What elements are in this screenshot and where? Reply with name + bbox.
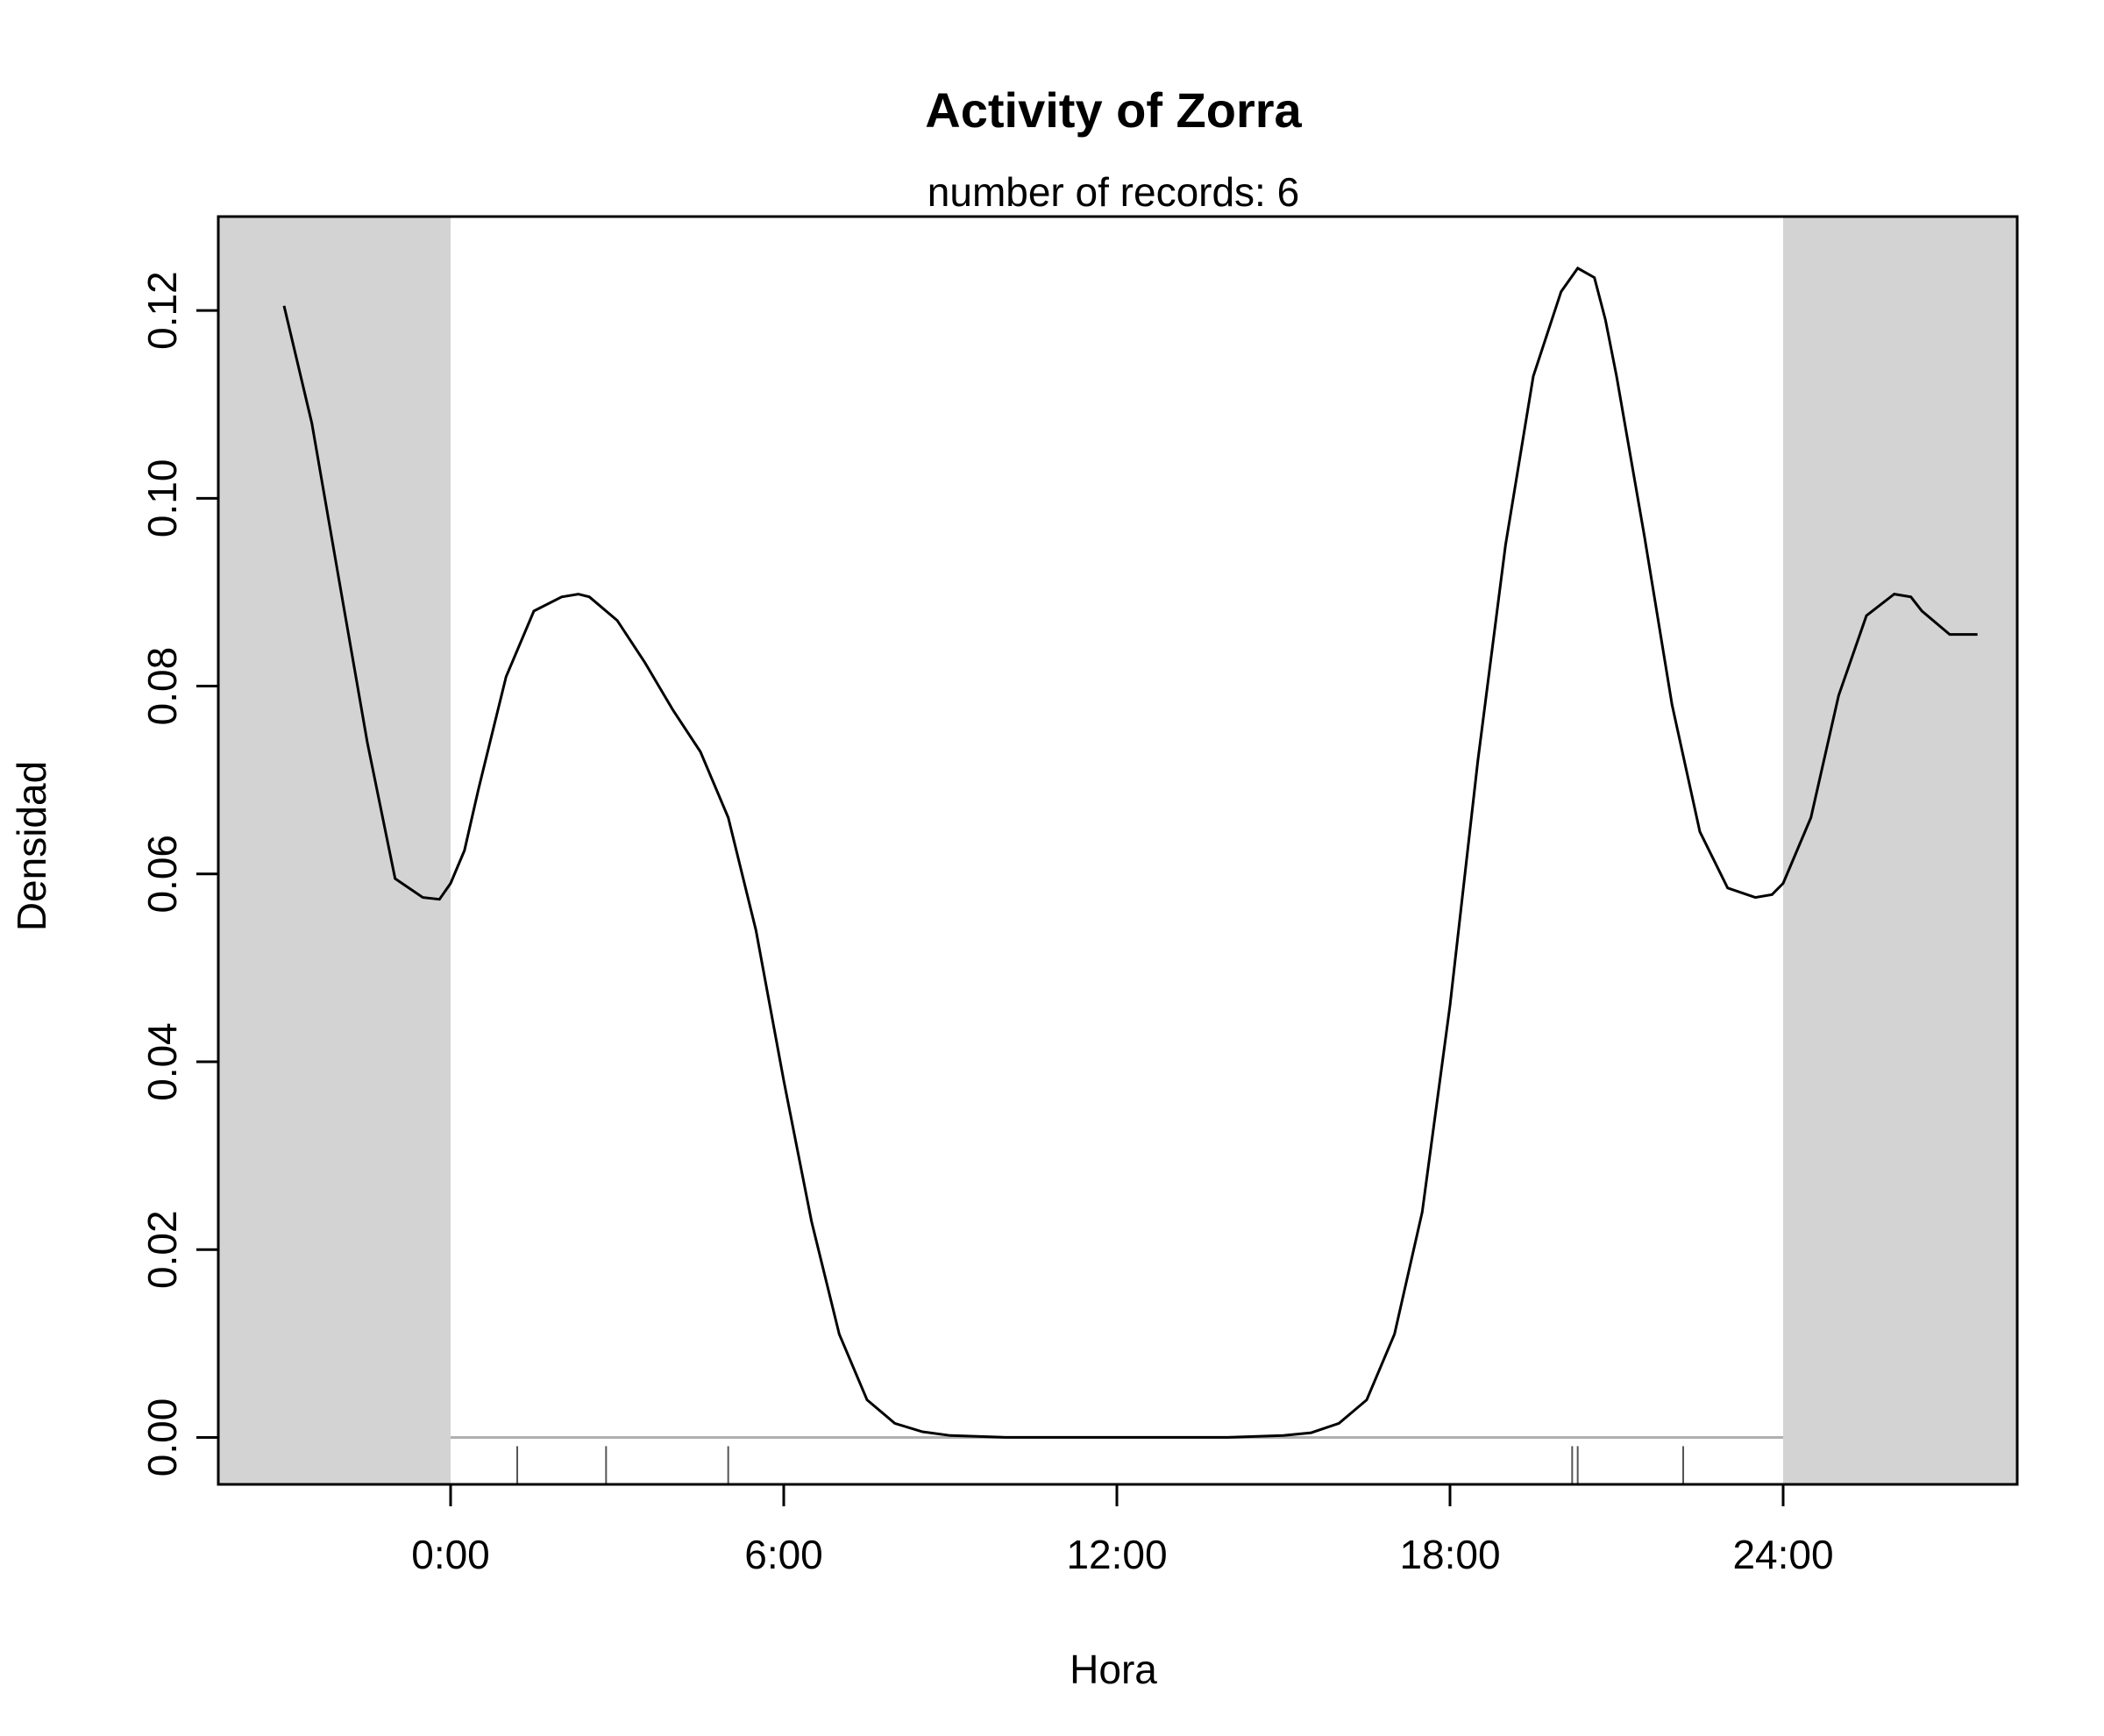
y-tick-label-0: 0.00: [139, 1398, 185, 1477]
chart-subtitle: number of records: 6: [928, 169, 1299, 215]
y-tick-label-1: 0.02: [139, 1210, 185, 1289]
y-tick-label-3: 0.06: [139, 835, 185, 914]
shaded-region-1: [1783, 217, 2017, 1484]
x-tick-label-4: 24:00: [1732, 1532, 1833, 1577]
chart-title: Activity of Zorra: [925, 82, 1302, 138]
y-tick-label-2: 0.04: [139, 1022, 185, 1101]
x-tick-label-1: 6:00: [744, 1532, 823, 1577]
x-axis-label: Hora: [1070, 1647, 1157, 1692]
shaded-night-regions: [218, 217, 2017, 1484]
y-tick-label-4: 0.08: [139, 647, 185, 726]
x-tick-label-0: 0:00: [411, 1532, 490, 1577]
y-tick-label-5: 0.10: [139, 459, 185, 538]
y-axis-label: Densidad: [9, 761, 54, 931]
x-tick-label-3: 18:00: [1399, 1532, 1500, 1577]
x-axis: 0:00 6:00 12:00 18:00 24:00: [411, 1484, 1834, 1577]
record-rug-marks: [516, 1446, 1684, 1484]
y-axis: 0.00 0.02 0.04 0.06 0.08 0.10 0.12: [139, 271, 218, 1476]
shaded-region-0: [218, 217, 451, 1484]
x-tick-label-2: 12:00: [1066, 1532, 1167, 1577]
density-curve: [282, 266, 1978, 1439]
y-tick-label-6: 0.12: [139, 271, 185, 350]
plot-frame: [217, 215, 2019, 1486]
